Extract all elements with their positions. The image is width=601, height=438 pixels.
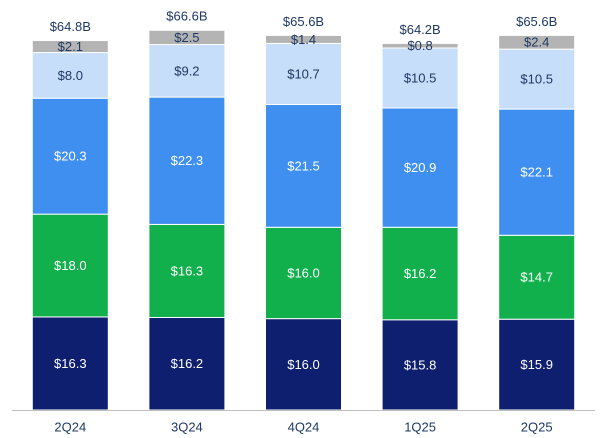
bar-segment [381,226,459,321]
bar-segment [148,29,226,46]
value-label: $21.5 [287,158,320,173]
value-label: $22.3 [171,153,204,168]
x-tick-label: 2Q24 [54,419,86,434]
bar-segment [381,47,459,109]
total-label: $64.8B [50,19,91,34]
value-label: $0.8 [407,38,432,53]
value-label: $20.9 [404,160,437,175]
bar-segment [265,34,342,44]
bar-segment [31,213,109,318]
value-label: $16.0 [287,265,320,280]
value-label: $1.4 [291,32,316,47]
value-label: $15.8 [404,357,437,372]
value-label: $2.4 [524,35,549,50]
bar-segment [498,318,576,411]
value-label: $22.1 [520,165,553,180]
bar-segment [265,226,342,320]
total-label: $64.2B [399,22,440,37]
bar-segment [381,107,459,228]
total-label: $65.6B [283,14,324,29]
total-label: $66.6B [166,9,207,24]
bar-segment [148,96,226,225]
value-label: $2.5 [174,30,199,45]
value-label: $16.2 [171,356,204,371]
value-label: $2.1 [58,39,83,54]
bar-segment [265,318,342,411]
bar-segment [498,108,576,236]
x-tick-label: 4Q24 [288,419,320,434]
value-label: $10.7 [287,66,320,81]
value-label: $14.7 [520,270,553,285]
value-label: $16.3 [171,263,204,278]
bar-segment [148,44,226,98]
bar-segment [381,42,459,49]
value-label: $16.2 [404,266,437,281]
value-label: $9.2 [174,63,199,78]
bar-segment [498,34,576,50]
value-label: $10.5 [404,70,437,85]
bar-segment [31,316,109,411]
value-label: $18.0 [54,258,87,273]
bar-segment [31,52,109,99]
value-label: $8.0 [58,68,83,83]
bar-segment [498,234,576,320]
bar-segment [381,319,459,411]
bar-segment [148,223,226,318]
bar-segment [265,104,342,228]
x-tick-label: 3Q24 [171,419,203,434]
value-label: $16.3 [54,356,87,371]
bar-segment [31,40,109,54]
x-tick-label: 1Q25 [404,419,436,434]
value-label: $10.5 [520,72,553,87]
total-label: $65.6B [516,14,557,29]
value-label: $16.0 [287,357,320,372]
value-label: $20.3 [54,149,87,164]
bar-segment [498,48,576,110]
value-label: $15.9 [520,357,553,372]
x-tick-label: 2Q25 [521,419,553,434]
